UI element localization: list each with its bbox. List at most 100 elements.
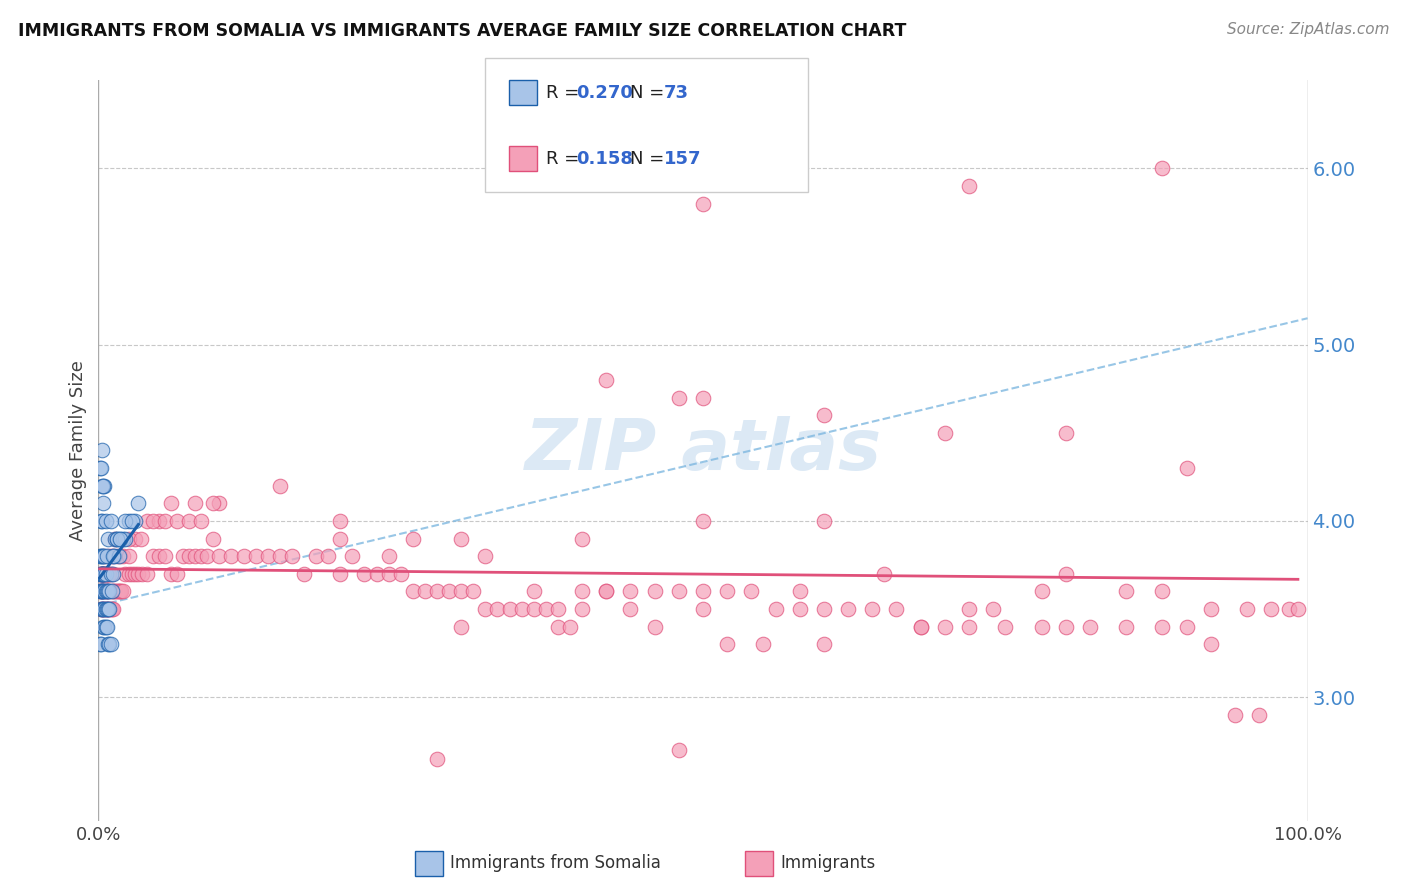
Point: [98, 602, 121, 616]
Point: [329, 532, 352, 546]
Point: [463, 584, 485, 599]
Point: [96, 584, 118, 599]
Point: [100, 584, 122, 599]
Point: [91, 496, 114, 510]
Point: [97, 637, 120, 651]
Point: [256, 549, 278, 564]
Point: [190, 514, 212, 528]
Point: [281, 549, 304, 564]
Point: [413, 584, 436, 599]
Text: ZIP atlas: ZIP atlas: [524, 416, 882, 485]
Point: [523, 584, 546, 599]
Point: [96, 584, 118, 599]
Point: [184, 496, 207, 510]
Point: [100, 602, 122, 616]
Point: [292, 566, 315, 581]
Point: [957, 602, 980, 616]
Point: [91, 584, 114, 599]
Point: [1115, 620, 1137, 634]
Text: 0.158: 0.158: [576, 150, 634, 168]
Point: [97, 602, 120, 616]
Text: Immigrants: Immigrants: [780, 855, 876, 872]
Point: [1199, 637, 1222, 651]
Point: [89, 584, 111, 599]
Point: [108, 584, 131, 599]
Point: [1054, 566, 1077, 581]
Point: [100, 602, 122, 616]
Point: [934, 425, 956, 440]
Point: [90, 584, 112, 599]
Point: [426, 584, 449, 599]
Point: [94, 566, 117, 581]
Point: [90, 566, 112, 581]
Point: [91, 479, 114, 493]
Point: [96, 566, 118, 581]
Point: [389, 566, 412, 581]
Point: [1260, 602, 1282, 616]
Point: [111, 549, 134, 564]
Point: [135, 566, 157, 581]
Point: [1054, 425, 1077, 440]
Point: [96, 566, 118, 581]
Point: [93, 566, 115, 581]
Point: [91, 602, 114, 616]
Point: [91, 602, 114, 616]
Point: [90, 461, 112, 475]
Point: [148, 549, 170, 564]
Point: [450, 620, 472, 634]
Point: [100, 566, 122, 581]
Point: [103, 549, 125, 564]
Point: [813, 514, 835, 528]
Point: [93, 566, 115, 581]
Point: [97, 602, 120, 616]
Point: [108, 584, 131, 599]
Point: [166, 566, 188, 581]
Point: [94, 566, 117, 581]
Point: [129, 532, 152, 546]
Text: IMMIGRANTS FROM SOMALIA VS IMMIGRANTS AVERAGE FAMILY SIZE CORRELATION CHART: IMMIGRANTS FROM SOMALIA VS IMMIGRANTS AV…: [18, 22, 907, 40]
Point: [813, 408, 835, 422]
Point: [910, 620, 932, 634]
Point: [547, 620, 569, 634]
Point: [377, 549, 399, 564]
Point: [208, 496, 231, 510]
Text: N =: N =: [630, 150, 669, 168]
Point: [1278, 602, 1301, 616]
Point: [127, 566, 149, 581]
Point: [692, 196, 714, 211]
Point: [97, 584, 120, 599]
Text: R =: R =: [546, 150, 585, 168]
Point: [101, 584, 124, 599]
Point: [108, 549, 131, 564]
Point: [97, 532, 120, 546]
Point: [105, 584, 128, 599]
Point: [91, 566, 114, 581]
Text: Source: ZipAtlas.com: Source: ZipAtlas.com: [1226, 22, 1389, 37]
Point: [104, 532, 127, 546]
Point: [692, 514, 714, 528]
Point: [269, 549, 291, 564]
Text: 0.270: 0.270: [576, 84, 633, 102]
Point: [96, 549, 118, 564]
Point: [91, 549, 114, 564]
Point: [100, 566, 122, 581]
Point: [111, 584, 134, 599]
Point: [1152, 620, 1174, 634]
Point: [813, 602, 835, 616]
Point: [547, 602, 569, 616]
Point: [91, 566, 114, 581]
Point: [93, 602, 115, 616]
Point: [90, 549, 112, 564]
Point: [366, 566, 388, 581]
Point: [644, 620, 666, 634]
Point: [523, 602, 546, 616]
Point: [93, 602, 115, 616]
Point: [97, 566, 120, 581]
Point: [108, 532, 131, 546]
Point: [89, 637, 111, 651]
Point: [114, 532, 136, 546]
Point: [957, 179, 980, 194]
Point: [692, 584, 714, 599]
Point: [1175, 620, 1198, 634]
Point: [121, 514, 143, 528]
